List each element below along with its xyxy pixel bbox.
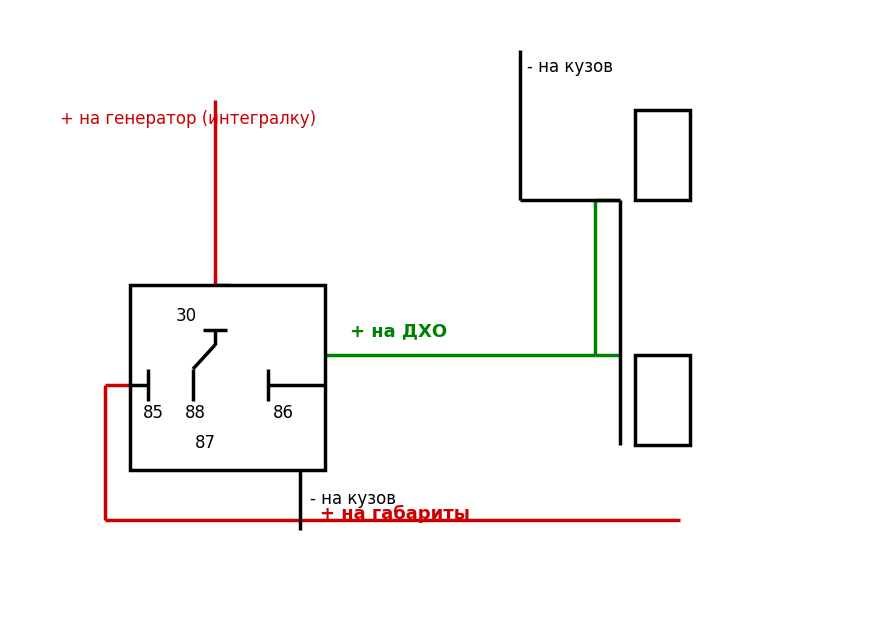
Text: 86: 86 (273, 404, 294, 422)
Text: 30: 30 (176, 307, 196, 325)
Bar (634, 110, 689, 200)
Text: 85: 85 (143, 404, 163, 422)
Bar (634, 355, 689, 445)
Text: 88: 88 (184, 404, 205, 422)
Bar (129, 285, 325, 470)
Text: - на кузов: - на кузов (309, 490, 395, 508)
Text: - на кузов: - на кузов (527, 58, 613, 76)
Text: + на генератор (интегралку): + на генератор (интегралку) (60, 110, 315, 128)
Text: + на габариты: + на габариты (320, 505, 469, 523)
Text: 87: 87 (195, 434, 216, 452)
Text: + на ДХО: + на ДХО (349, 322, 447, 340)
